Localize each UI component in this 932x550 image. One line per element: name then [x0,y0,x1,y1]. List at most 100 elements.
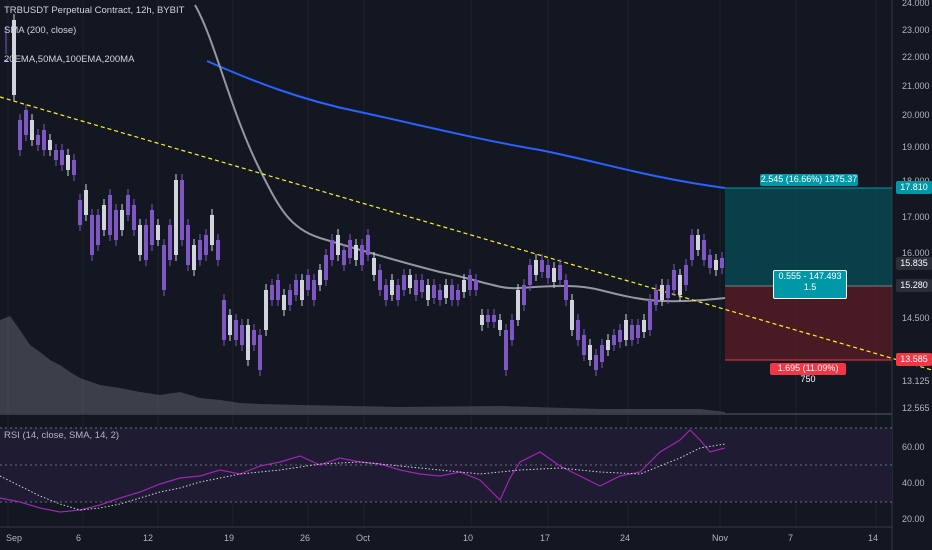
candle-body [4,60,8,62]
candle-body [408,275,412,288]
candle-body [300,280,304,300]
time-label: 26 [300,533,311,543]
rsi-axis-label: 40.00 [902,478,925,488]
stop-price-tag: 13.585 [896,353,932,366]
candle-body [138,225,142,255]
candle-body [48,140,52,150]
candle-body [102,205,106,230]
candle-body [228,315,232,335]
candle-body [450,285,454,300]
candle-body [66,155,70,170]
candle-body [594,355,598,370]
candle-body [498,320,502,330]
candle-body [174,180,178,255]
candle-body [234,320,238,340]
time-label: 14 [868,533,879,543]
candle-body [666,285,670,298]
candle-body [582,335,586,355]
candle-body [690,235,694,260]
candle-body [150,210,154,245]
rsi-axis-label: 20.00 [902,514,925,524]
candle-body [78,200,82,225]
candle-body [648,300,652,330]
time-label: 17 [540,533,551,543]
candle-body [630,325,634,340]
candle-body [354,245,358,260]
price-label: 19.000 [902,142,930,152]
candle-body [402,275,406,290]
candle-body [168,225,172,260]
risk-reward-line2: 1.5 [803,282,817,292]
candle-body [702,240,706,260]
target-label[interactable]: 2.545 (16.66%) 1375.37 [760,174,858,186]
candle-body [414,280,418,295]
price-label: 16.000 [902,248,930,258]
rsi-legend[interactable]: RSI (14, close, SMA, 14, 2) [4,430,120,441]
candle-body [186,225,190,265]
candle-body [162,245,166,290]
candle-body [456,290,460,300]
candle-body [420,280,424,292]
candle-body [384,285,388,300]
candle-body [360,245,364,265]
candle-body [684,265,688,285]
candle-body [534,260,538,275]
candle-body [60,150,64,165]
candle-body [462,280,466,292]
candle-body [378,270,382,290]
candle-body [348,240,352,258]
ema-legend[interactable]: 20EMA,50MA,100EMA,200MA [4,54,135,65]
candle-body [330,240,334,260]
candle-body [258,335,262,370]
candle-body [30,120,34,140]
candle-body [198,240,202,260]
price-label: 23.000 [902,25,930,35]
candle-body [600,345,604,362]
candle-body [288,290,292,305]
target-zone[interactable] [725,188,892,286]
symbol-title[interactable]: TRBUSDT Perpetual Contract, 12h, BYBIT [4,5,185,16]
candle-body [12,20,16,95]
candle-body [126,195,130,215]
candle-body [438,290,442,300]
risk-reward-box[interactable]: 0.555 - 147.493 1.5 [773,270,847,299]
candle-body [210,215,214,245]
candle-body [54,150,58,160]
rsi-axis-label: 60.00 [902,442,925,452]
candle-body [720,258,724,268]
candle-body [606,340,610,350]
entry-price-tag: 15.280 [896,279,932,292]
ema-line [194,4,726,303]
price-label: 21.000 [902,81,930,91]
candle-body [318,270,322,285]
candle-body [558,265,562,280]
time-label: Nov [712,533,729,543]
candle-body [486,315,490,322]
candle-body [492,315,496,322]
candle-body [42,130,46,150]
candle-body [216,240,220,260]
candle-body [504,330,508,370]
candle-body [324,255,328,280]
candle-body [426,285,430,300]
price-label: 20.000 [902,110,930,120]
candle-body [714,260,718,270]
price-label: 22.000 [902,52,930,62]
last-price-tag: 15.835 [896,257,932,270]
time-label: 6 [76,533,82,543]
candle-body [264,290,268,330]
sma-legend[interactable]: SMA (200, close) [4,25,77,36]
trendline[interactable] [0,96,932,371]
candle-body [612,335,616,345]
candle-body [132,205,136,230]
candle-body [552,268,556,282]
candle-body [192,245,196,270]
time-label: 19 [224,533,235,543]
candle-body [180,180,184,240]
candle-body [366,235,370,255]
time-label: 24 [620,533,631,543]
candle-body [72,160,76,175]
stop-label[interactable]: 1.695 (11.09%) 750 [770,363,846,384]
price-label: 24.000 [902,0,930,8]
